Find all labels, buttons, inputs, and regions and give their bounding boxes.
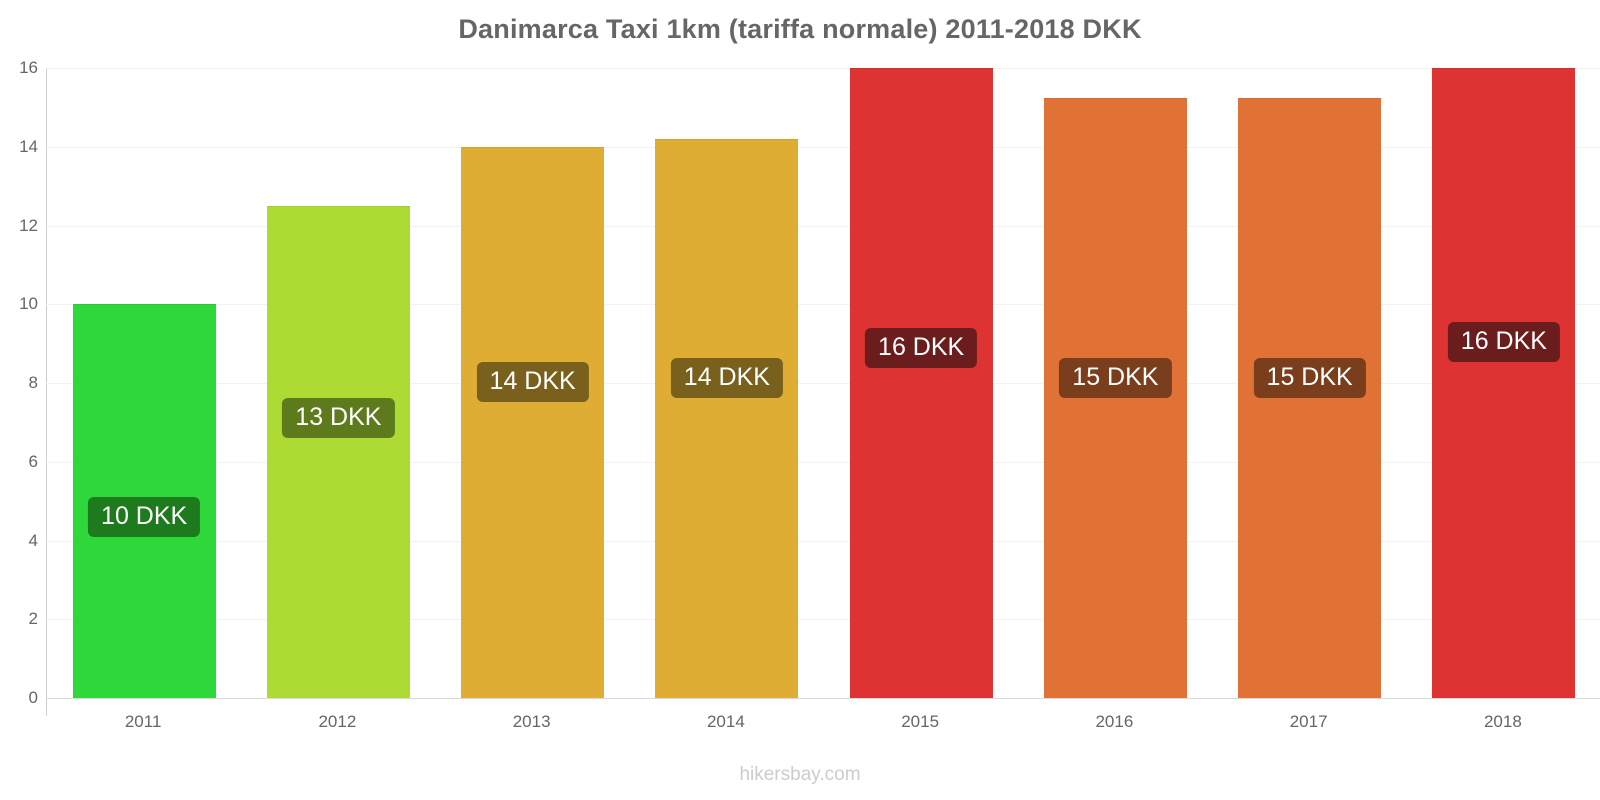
gridline: [46, 383, 1600, 384]
bar[interactable]: [655, 138, 799, 698]
gridline: [46, 698, 1600, 699]
bar-group[interactable]: 15 DKK: [1238, 68, 1382, 698]
gridline: [46, 619, 1600, 621]
bar-value-label: 13 DKK: [282, 398, 395, 438]
x-axis-tick-label: 2015: [901, 712, 940, 731]
gridline: [46, 68, 1600, 69]
bar[interactable]: [266, 205, 410, 698]
bar-value-label: 16 DKK: [1447, 322, 1560, 362]
gridline: [46, 146, 1600, 148]
x-axis-tick-label: 2012: [318, 712, 357, 731]
bar[interactable]: [461, 146, 605, 698]
gridline: [46, 461, 1600, 463]
bar-group[interactable]: 14 DKK: [655, 68, 799, 698]
y-axis-tick-label: 10: [19, 294, 38, 314]
y-axis-tick-label: 14: [19, 136, 38, 156]
bar-group[interactable]: 16 DKK: [849, 68, 993, 698]
bar[interactable]: [849, 68, 993, 698]
y-axis-tick-label: 8: [28, 373, 38, 392]
gridline: [46, 225, 1600, 227]
bar-value-label: 14 DKK: [476, 362, 589, 402]
bar-group[interactable]: 13 DKK: [266, 68, 410, 698]
x-axis-tick-label: 2014: [706, 712, 745, 731]
chart-title: Danimarca Taxi 1km (tariffa normale) 201…: [458, 14, 1142, 44]
y-axis-line: [46, 68, 47, 716]
bars-layer: 10 DKK 13 DKK 14 DKK 14 DKK 16 DKK 15 DKK 15 D…: [46, 68, 1600, 698]
bar-value-label: 10 DKK: [88, 497, 201, 537]
y-axis-tick-label: 2: [28, 609, 38, 629]
bar-value-label: 15 DKK: [1059, 358, 1172, 398]
gridlines: [46, 68, 1600, 699]
x-axis-tick-label: 2016: [1095, 712, 1134, 731]
y-axis-tick-label: 12: [19, 215, 38, 235]
x-axis-tick-label: 2017: [1289, 712, 1328, 731]
bar-group[interactable]: 15 DKK: [1043, 68, 1187, 698]
gridline: [46, 304, 1600, 306]
bar-value-label: 16 DKK: [865, 328, 978, 368]
y-axis-tick-label: 4: [28, 530, 38, 550]
y-axis-tick-label: 0: [28, 688, 38, 707]
bar-value-label: 14 DKK: [670, 358, 783, 398]
gridline: [46, 540, 1600, 542]
bar-group[interactable]: 14 DKK: [461, 68, 605, 698]
bar-group[interactable]: 16 DKK: [1432, 68, 1576, 698]
x-axis-tick-label: 2018: [1483, 712, 1522, 731]
bar-value-label: 15 DKK: [1253, 358, 1366, 398]
bar-group[interactable]: 10 DKK: [72, 68, 216, 698]
footer-credit: hikersbay.com: [739, 764, 861, 785]
x-axis-tick-label: 2013: [512, 712, 551, 731]
y-axis-tick-label: 6: [28, 451, 38, 471]
y-axis-tick-label: 16: [19, 58, 38, 77]
bar[interactable]: [1432, 68, 1576, 698]
x-axis-tick-label: 2011: [124, 712, 162, 731]
plot-area: 10 DKK 13 DKK 14 DKK 14 DKK 16 DKK 15 DKK 15 D…: [46, 68, 1600, 699]
